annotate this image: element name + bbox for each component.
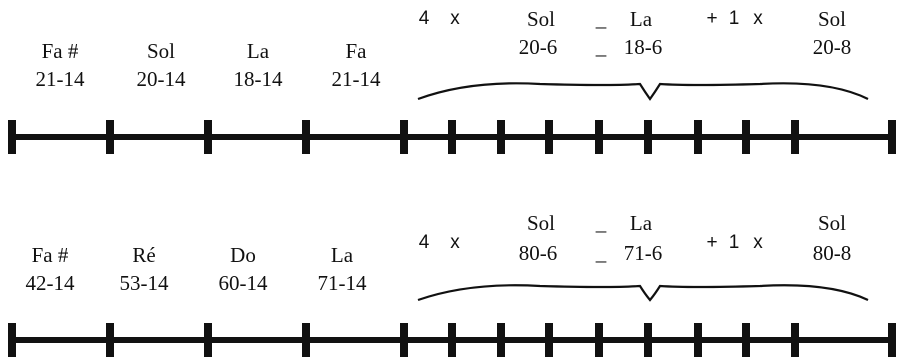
timeline-tick (497, 323, 505, 357)
timeline-tick (497, 120, 505, 154)
group-note-value: 20-6 (518, 35, 558, 59)
group-note-value: 18-6 (623, 35, 663, 59)
times-sign: x (450, 8, 460, 29)
timeline-tick (106, 323, 114, 357)
timeline-row-1 (8, 82, 896, 154)
note-value: 53-14 (119, 271, 169, 295)
note-label: La (246, 39, 270, 63)
timeline-tick (791, 323, 799, 357)
note-value: 20-14 (136, 67, 186, 91)
timeline-tick (545, 120, 553, 154)
group-note-value: 71-6 (623, 241, 663, 265)
note-label: Fa (345, 39, 367, 63)
plus-sign: + (706, 232, 718, 253)
minus-sign: _ (595, 7, 607, 31)
note-label: Sol (146, 39, 176, 63)
note-label: Do (230, 243, 256, 267)
timeline-tick (448, 323, 456, 357)
group-note-value: 80-6 (518, 241, 558, 265)
note-value: 18-14 (233, 67, 283, 91)
note-label: Fa # (41, 39, 79, 63)
note-value: 71-14 (317, 271, 367, 295)
timeline-tick (204, 323, 212, 357)
group-note-label: Sol (817, 211, 847, 235)
times-sign: x (450, 232, 460, 253)
curly-brace (417, 284, 869, 302)
group-note-label: Sol (526, 211, 556, 235)
timeline-tick (448, 120, 456, 154)
timeline-tick (545, 323, 553, 357)
note-label: Ré (132, 243, 156, 267)
timeline-tick (8, 323, 16, 357)
timeline-tick (302, 323, 310, 357)
group-note-label: Sol (526, 7, 556, 31)
timeline-tick (204, 120, 212, 154)
timeline-row-2 (8, 284, 896, 357)
minus-sign: _ (595, 241, 607, 265)
multiplier: 4 (418, 232, 430, 253)
curly-brace (417, 82, 869, 101)
multiplier: 1 (728, 8, 740, 29)
timeline-tick (888, 323, 896, 357)
timeline-tick (644, 323, 652, 357)
note-value: 42-14 (25, 271, 75, 295)
timeline-tick (742, 323, 750, 357)
timeline-tick (400, 323, 408, 357)
note-value: 60-14 (218, 271, 268, 295)
timeline-tick (595, 323, 603, 357)
note-label: La (330, 243, 354, 267)
timeline-tick (694, 120, 702, 154)
group-note-label: La (629, 211, 653, 235)
timeline-tick (742, 120, 750, 154)
timeline-tick (694, 323, 702, 357)
times-sign: x (753, 8, 763, 29)
group-note-value: 80-8 (812, 241, 852, 265)
multiplier: 4 (418, 8, 430, 29)
times-sign: x (753, 232, 763, 253)
note-value: 21-14 (331, 67, 381, 91)
group-note-label: La (629, 7, 653, 31)
timeline-tick (595, 120, 603, 154)
timeline-tick (400, 120, 408, 154)
timeline-tick (302, 120, 310, 154)
group-note-value: 20-8 (812, 35, 852, 59)
timeline-tick (644, 120, 652, 154)
multiplier: 1 (728, 232, 740, 253)
timeline-tick (888, 120, 896, 154)
note-value: 21-14 (35, 67, 85, 91)
group-note-label: Sol (817, 7, 847, 31)
timeline-tick (8, 120, 16, 154)
timeline-tick (106, 120, 114, 154)
plus-sign: + (706, 8, 718, 29)
note-label: Fa # (31, 243, 69, 267)
minus-sign: _ (595, 211, 607, 235)
minus-sign: _ (595, 35, 607, 59)
timeline-tick (791, 120, 799, 154)
